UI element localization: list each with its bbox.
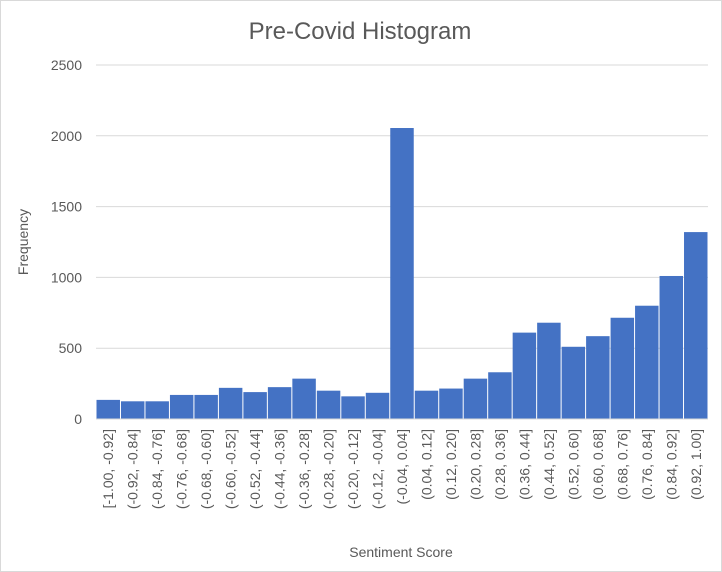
x-tick-label: (0.12, 0.20]: [443, 429, 459, 500]
x-tick-label: (0.44, 0.52]: [541, 429, 557, 500]
y-tick-label: 0: [74, 411, 82, 427]
x-tick-label: (0.84, 0.92]: [663, 429, 679, 500]
histogram-bar: [512, 332, 537, 419]
histogram-bar: [439, 388, 463, 419]
histogram-bar: [463, 378, 488, 419]
histogram-bar: [145, 401, 169, 419]
x-tick-label: (-0.60, -0.52]: [223, 429, 239, 509]
x-tick-label: (0.76, 0.84]: [639, 429, 655, 500]
x-axis-ticks: [-1.00, -0.92] (-0.92, -0.84] (-0.84, -0.7…: [100, 429, 704, 509]
histogram-bar: [414, 390, 439, 419]
histogram-bar: [684, 232, 708, 419]
histogram-bar: [365, 392, 390, 419]
x-tick-label: (0.04, 0.12]: [418, 429, 434, 500]
x-tick-label: (-0.36, -0.28]: [296, 429, 312, 509]
y-tick-label: 500: [59, 340, 83, 356]
x-tick-label: (0.60, 0.68]: [590, 429, 606, 500]
x-tick-label: (0.92, 1.00]: [688, 429, 704, 500]
histogram-bar: [610, 317, 635, 419]
histogram-bar: [537, 322, 561, 419]
histogram-bar: [659, 275, 684, 419]
y-axis-ticks: 0 500 1000 1500 2000 2500: [51, 57, 82, 427]
y-tick-label: 2000: [51, 128, 82, 144]
bars: [96, 128, 708, 419]
histogram-bar: [316, 390, 341, 419]
y-tick-label: 2500: [51, 57, 82, 73]
histogram-bar: [341, 396, 365, 419]
y-tick-label: 1000: [51, 269, 82, 285]
x-tick-label: (-0.28, -0.20]: [321, 429, 337, 509]
x-tick-label: (-0.44, -0.36]: [272, 429, 288, 509]
histogram-bar: [586, 336, 610, 419]
histogram-bar: [390, 128, 414, 419]
x-tick-label: (0.36, 0.44]: [516, 429, 532, 500]
histogram-bar: [120, 401, 145, 419]
x-tick-label: (0.68, 0.76]: [614, 429, 630, 500]
histogram-bar: [267, 387, 292, 419]
histogram-bar: [488, 372, 512, 419]
x-tick-label: (-0.68, -0.60]: [198, 429, 214, 509]
histogram-bar: [218, 387, 243, 419]
x-tick-label: (-0.12, -0.04]: [370, 429, 386, 509]
histogram-bar: [635, 305, 659, 419]
histogram-bar: [292, 378, 316, 419]
x-tick-label: (-0.20, -0.12]: [345, 429, 361, 509]
y-tick-label: 1500: [51, 199, 82, 215]
y-axis-title: Frequency: [15, 209, 31, 275]
x-tick-label: (0.52, 0.60]: [565, 429, 581, 500]
x-tick-label: (-0.92, -0.84]: [125, 429, 141, 509]
histogram-bar: [243, 392, 267, 419]
x-tick-label: (-0.04, 0.04]: [394, 429, 410, 505]
histogram-bar: [96, 399, 120, 419]
x-tick-label: (-0.76, -0.68]: [174, 429, 190, 509]
histogram-bar: [169, 394, 194, 419]
x-tick-label: [-1.00, -0.92]: [100, 429, 116, 508]
chart-title: Pre-Covid Histogram: [249, 18, 472, 45]
x-tick-label: (-0.52, -0.44]: [247, 429, 263, 509]
histogram-bar: [561, 346, 586, 419]
x-tick-label: (0.20, 0.28]: [467, 429, 483, 500]
x-axis-title: Sentiment Score: [349, 544, 453, 560]
x-tick-label: (0.28, 0.36]: [492, 429, 508, 500]
histogram-bar: [194, 394, 218, 419]
x-tick-label: (-0.84, -0.76]: [149, 429, 165, 509]
